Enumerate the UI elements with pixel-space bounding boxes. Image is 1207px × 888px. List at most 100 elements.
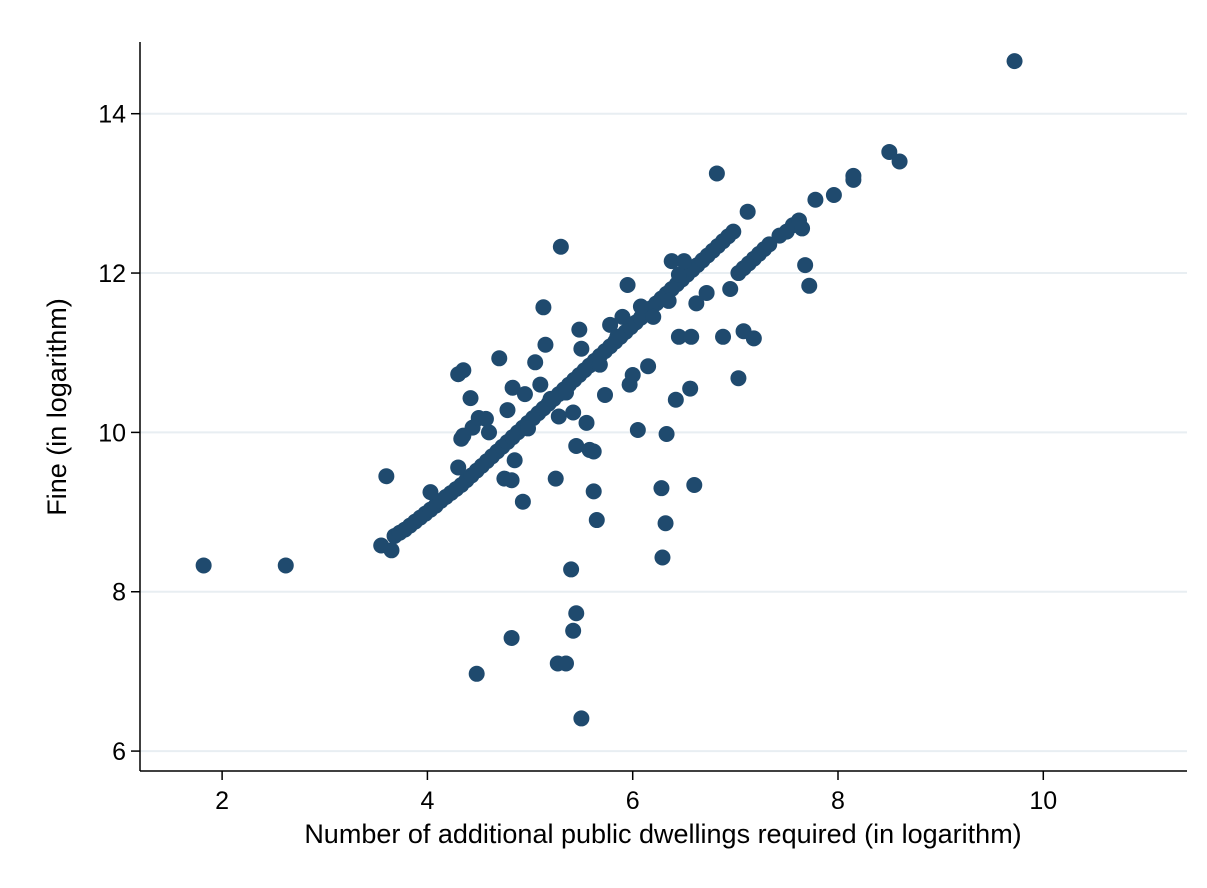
- data-point: [585, 483, 602, 500]
- data-point: [520, 420, 537, 437]
- data-point: [658, 425, 675, 442]
- data-point: [547, 470, 564, 487]
- axes: [139, 42, 1187, 772]
- data-point: [378, 468, 395, 485]
- data-point: [794, 220, 811, 237]
- data-point: [491, 350, 508, 367]
- data-point: [504, 379, 521, 396]
- data-point: [624, 367, 641, 384]
- data-point: [506, 452, 523, 469]
- data-point: [725, 223, 742, 240]
- data-point: [609, 328, 626, 345]
- data-point: [660, 292, 677, 309]
- data-point: [552, 238, 569, 255]
- data-point: [891, 153, 908, 170]
- data-point: [845, 167, 862, 184]
- data-point: [745, 330, 762, 347]
- data-point: [585, 443, 602, 460]
- data-point: [588, 512, 605, 529]
- y-axis-title: Fine (in logarithm): [42, 298, 72, 516]
- data-point: [676, 253, 693, 270]
- data-point: [682, 380, 699, 397]
- data-point: [195, 557, 212, 574]
- data-point: [568, 437, 585, 454]
- data-point: [550, 408, 567, 425]
- data-point: [573, 340, 590, 357]
- data-point: [462, 390, 479, 407]
- data-point: [653, 480, 670, 497]
- data-point: [602, 316, 619, 333]
- data-point: [503, 472, 520, 489]
- data-point: [715, 328, 732, 345]
- data-point: [683, 328, 700, 345]
- data-point: [686, 476, 703, 493]
- data-point: [481, 424, 497, 441]
- data-point: [739, 203, 756, 220]
- x-tick-label: 10: [1029, 787, 1057, 815]
- data-point: [1006, 53, 1023, 70]
- data-point: [801, 277, 818, 294]
- data-point: [591, 356, 608, 373]
- data-point: [670, 266, 687, 283]
- data-point: [499, 402, 516, 419]
- data-point: [514, 493, 531, 510]
- data-point: [657, 515, 674, 532]
- data-point: [565, 622, 582, 639]
- data-point: [565, 404, 582, 421]
- data-point: [450, 459, 467, 476]
- x-tick-label: 4: [420, 787, 434, 815]
- data-point: [614, 308, 631, 325]
- x-tick-label: 6: [626, 787, 640, 815]
- data-point: [455, 362, 472, 379]
- data-point: [688, 295, 705, 312]
- data-point: [537, 336, 554, 353]
- data-point: [468, 665, 485, 682]
- x-axis-ticks: 2 4 6 8 10: [215, 771, 1057, 815]
- data-point: [557, 384, 574, 401]
- data-point: [542, 390, 559, 407]
- data-point: [571, 321, 588, 338]
- data-point: [277, 557, 294, 574]
- data-point: [532, 376, 549, 393]
- data-point: [807, 191, 824, 208]
- data-point: [881, 143, 898, 160]
- data-point: [557, 655, 574, 672]
- data-point: [578, 414, 595, 431]
- data-point: [722, 280, 739, 297]
- data-point: [632, 298, 649, 315]
- data-point: [568, 605, 585, 622]
- data-point: [629, 422, 646, 439]
- y-tick-label: 14: [98, 101, 126, 129]
- y-tick-label: 8: [112, 579, 126, 607]
- data-point: [477, 410, 494, 427]
- data-point: [730, 370, 747, 387]
- data-point: [596, 386, 613, 403]
- data-point: [654, 549, 671, 566]
- data-point: [797, 257, 814, 274]
- data-point: [640, 358, 657, 375]
- data-point: [383, 542, 400, 559]
- data-point: [645, 308, 662, 325]
- y-axis-ticks: 6 8 10 12 14: [98, 101, 140, 766]
- data-point: [670, 328, 687, 345]
- data-point: [698, 284, 715, 301]
- data-point: [663, 253, 680, 270]
- data-points: [195, 53, 1023, 727]
- data-point: [708, 165, 725, 182]
- data-point: [563, 561, 580, 578]
- x-tick-label: 2: [215, 787, 229, 815]
- y-tick-label: 10: [98, 419, 126, 447]
- data-point: [573, 710, 590, 727]
- data-point: [527, 354, 544, 371]
- data-point: [516, 386, 533, 403]
- data-point: [619, 277, 636, 293]
- x-axis-title: Number of additional public dwellings re…: [304, 819, 1021, 849]
- y-tick-label: 12: [98, 260, 126, 288]
- data-point: [667, 391, 684, 408]
- data-point: [535, 299, 552, 316]
- y-tick-label: 6: [112, 738, 126, 766]
- data-point: [825, 186, 842, 203]
- data-point: [503, 629, 520, 646]
